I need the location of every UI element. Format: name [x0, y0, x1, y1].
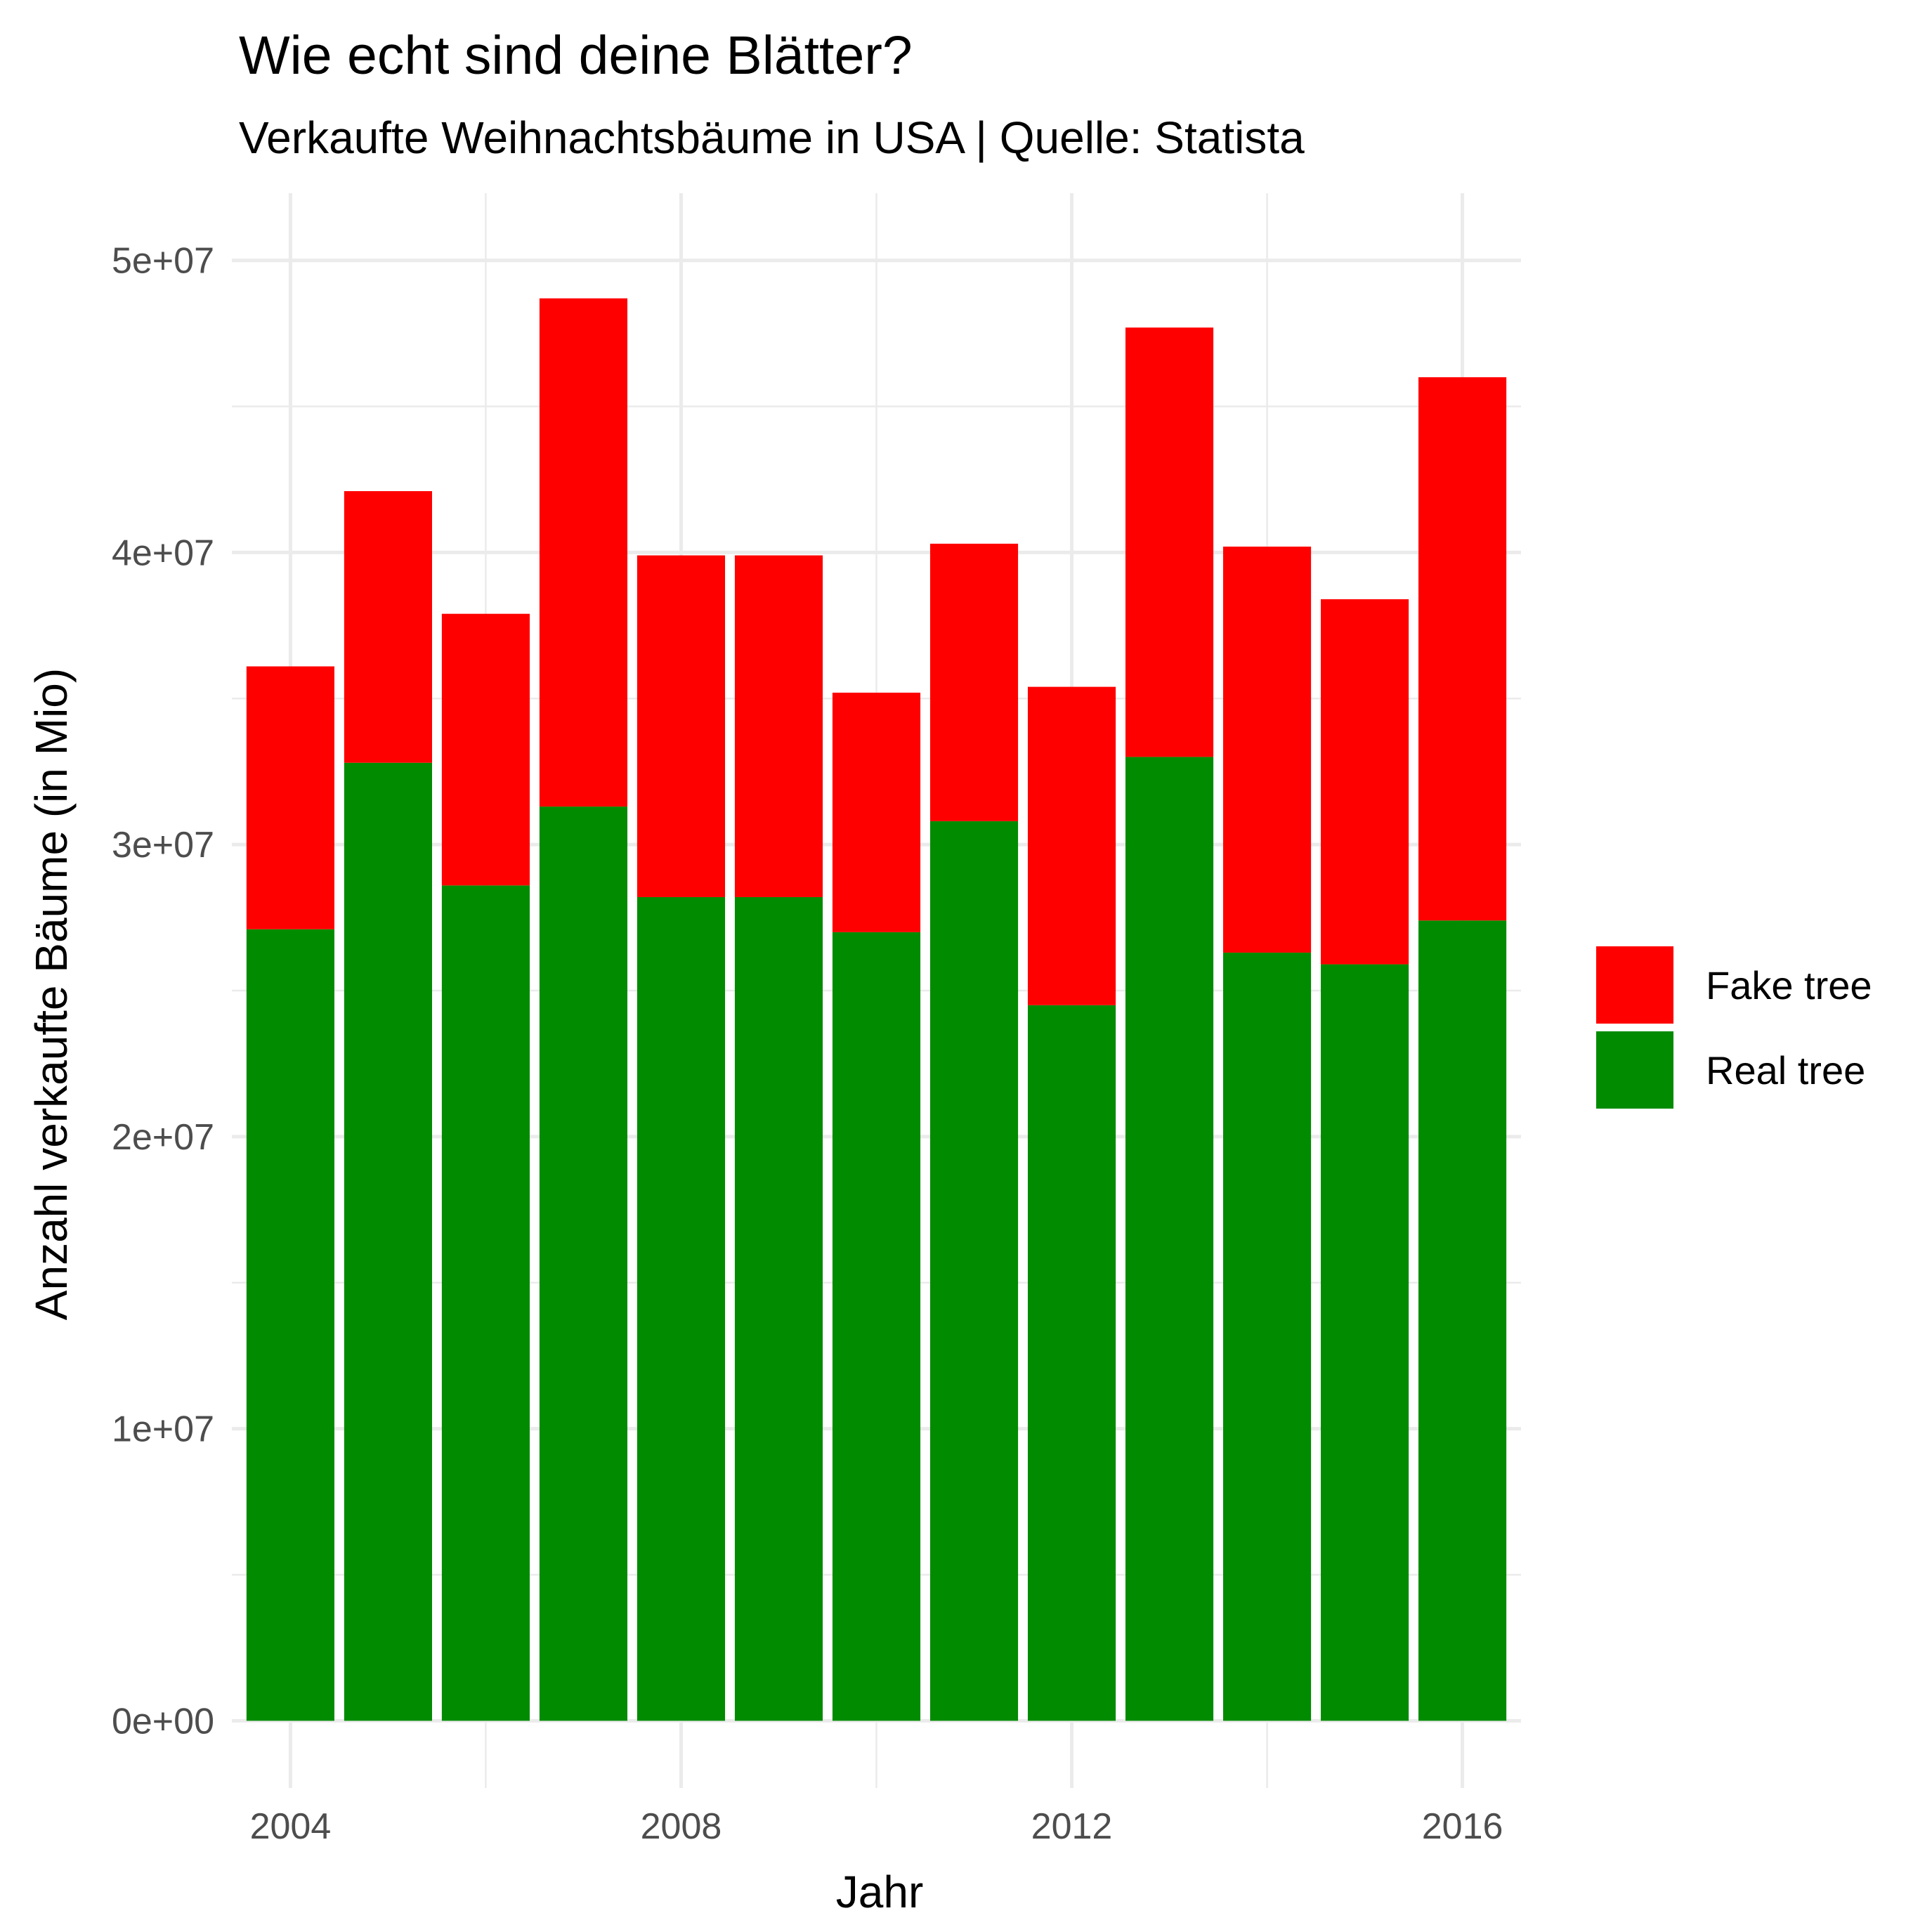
bar-fake-tree-2015 [1321, 599, 1409, 965]
bar-real-tree-2005 [344, 762, 432, 1721]
x-axis-tick-labels: 2004 2008 2012 2016 [250, 1806, 1503, 1847]
legend-key-real-tree [1596, 1031, 1673, 1109]
x-tick-label: 2008 [641, 1806, 722, 1847]
bar-fake-tree-2012 [1027, 686, 1116, 1005]
chart-title: Wie echt sind deine Blätter? [239, 25, 913, 86]
bar-fake-tree-2014 [1223, 547, 1312, 953]
x-tick-label: 2012 [1031, 1806, 1113, 1847]
bar-real-tree-2014 [1223, 952, 1312, 1721]
y-axis-tick-labels: 0e+00 1e+07 2e+07 3e+07 4e+07 5e+07 [112, 241, 214, 1742]
bar-fake-tree-2007 [539, 298, 628, 807]
bar-fake-tree-2005 [344, 491, 432, 763]
chart-subtitle: Verkaufte Weihnachtsbäume in USA | Quell… [239, 112, 1305, 163]
y-tick-label: 5e+07 [112, 241, 214, 282]
bar-real-tree-2016 [1418, 920, 1507, 1721]
y-tick-label: 1e+07 [112, 1409, 214, 1450]
x-tick-label: 2004 [250, 1806, 332, 1847]
bar-fake-tree-2009 [734, 555, 823, 897]
bar-real-tree-2004 [246, 929, 334, 1721]
bar-real-tree-2011 [929, 821, 1019, 1721]
bar-fake-tree-2013 [1125, 327, 1214, 757]
legend-label-fake-tree: Fake tree [1706, 963, 1872, 1007]
legend-label-real-tree: Real tree [1706, 1048, 1865, 1092]
legend-key-fake-tree [1596, 946, 1673, 1024]
bar-fake-tree-2004 [246, 666, 334, 929]
y-axis-title: Anzahl verkaufte Bäume (in Mio) [26, 668, 77, 1320]
bar-real-tree-2007 [539, 807, 628, 1721]
legend: Fake tree Real tree [1596, 946, 1872, 1109]
y-tick-label: 2e+07 [112, 1117, 214, 1158]
bar-real-tree-2015 [1321, 964, 1409, 1721]
bar-real-tree-2009 [734, 896, 823, 1721]
x-tick-label: 2016 [1422, 1806, 1503, 1847]
y-tick-label: 4e+07 [112, 533, 214, 573]
y-tick-label: 3e+07 [112, 825, 214, 866]
bar-real-tree-2012 [1027, 1005, 1116, 1721]
bar-real-tree-2010 [832, 932, 921, 1721]
bar-real-tree-2006 [441, 885, 530, 1721]
x-axis-title: Jahr [836, 1867, 924, 1917]
y-tick-label: 0e+00 [112, 1701, 214, 1742]
bar-fake-tree-2011 [929, 543, 1019, 821]
bar-fake-tree-2010 [832, 692, 921, 932]
bar-fake-tree-2006 [441, 613, 530, 886]
bar-real-tree-2008 [637, 896, 726, 1721]
bar-real-tree-2013 [1125, 757, 1214, 1721]
bar-fake-tree-2016 [1418, 377, 1507, 921]
bars [246, 298, 1507, 1721]
bar-fake-tree-2008 [637, 555, 726, 897]
